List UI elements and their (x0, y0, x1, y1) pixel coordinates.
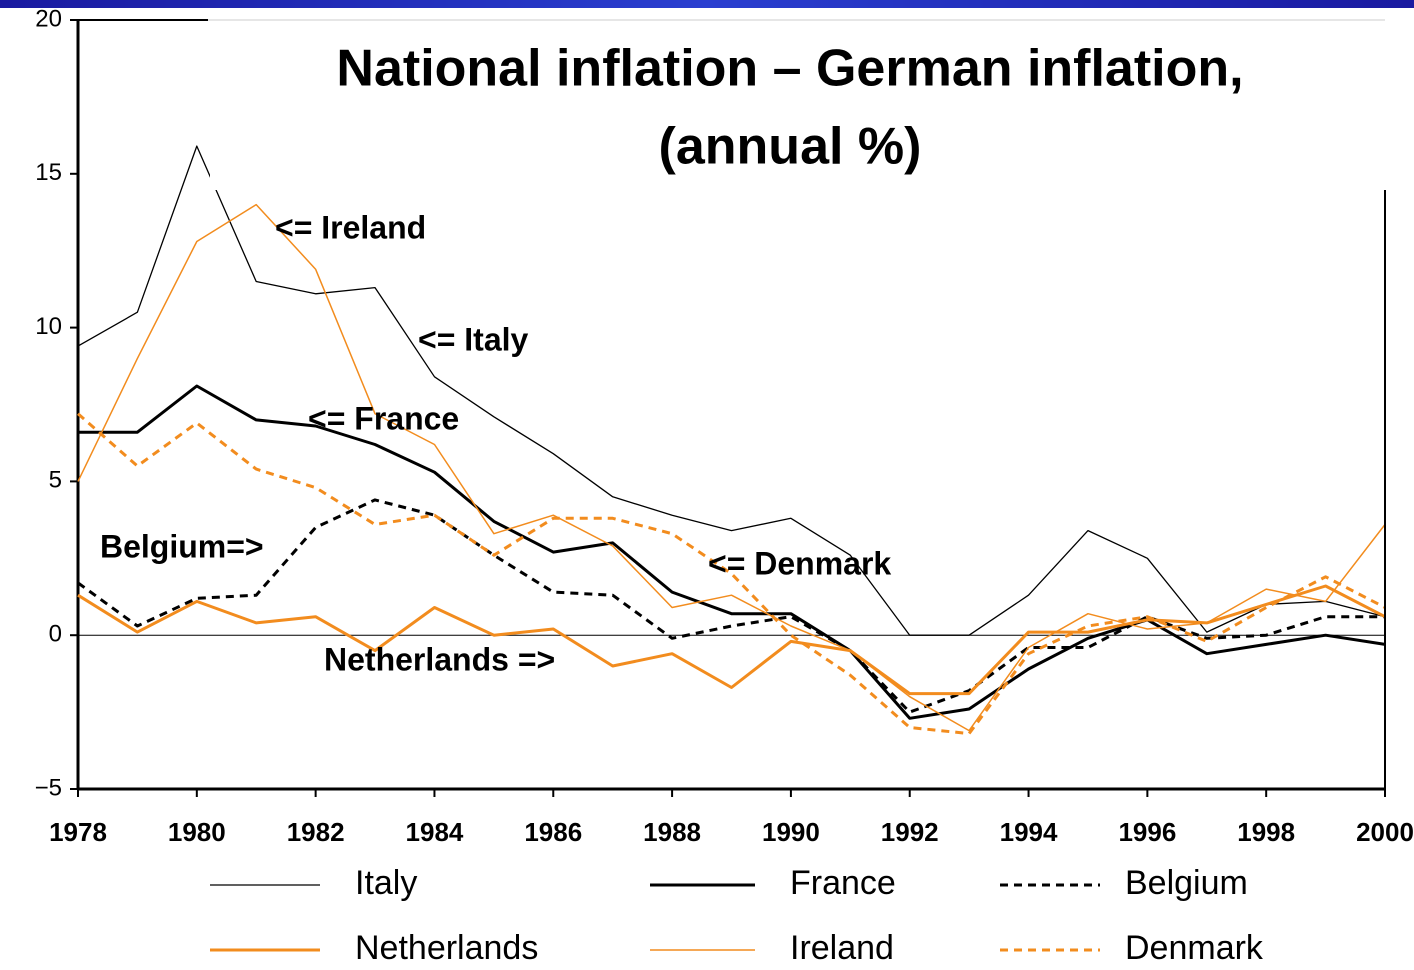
x-tick-label: 1990 (762, 817, 820, 847)
x-tick-label: 1992 (881, 817, 939, 847)
y-tick-label: 20 (35, 5, 62, 32)
x-tick-label: 1988 (643, 817, 701, 847)
legend-label: Ireland (790, 929, 894, 967)
series-line (78, 384, 1386, 720)
labels: −5 0 5 10 15 20 1978 1980 1982 1984 1986 1988 1990 19… (35, 5, 1414, 967)
series-line (77, 203, 1386, 732)
annotation: Netherlands => (324, 641, 555, 677)
annotation: <= France (308, 400, 459, 436)
y-tick-label: 10 (35, 313, 62, 340)
legend-label: Denmark (1125, 929, 1264, 967)
annotation: <= Italy (418, 321, 529, 357)
x-tick-label: 1978 (49, 817, 107, 847)
plot (77, 145, 1386, 736)
series-line (77, 584, 1386, 696)
y-tick-label: −5 (35, 774, 62, 801)
annotation: <= Denmark (708, 545, 891, 581)
title-box (210, 20, 1385, 190)
top-bar (0, 0, 1414, 8)
legend-label: Italy (355, 864, 417, 902)
x-tick-label: 1980 (168, 817, 226, 847)
series-line (77, 145, 1386, 636)
series-line (77, 498, 1385, 714)
x-tick-label: 2000 (1356, 817, 1414, 847)
x-tick-label: 1984 (406, 817, 464, 847)
x-tick-label: 1986 (524, 817, 582, 847)
annotation: <= Ireland (275, 209, 426, 245)
x-tick-label: 1996 (1118, 817, 1176, 847)
legend-label: Netherlands (355, 929, 538, 967)
x-tick-label: 1998 (1237, 817, 1295, 847)
legend-label: France (790, 864, 896, 902)
axes (70, 19, 1386, 797)
y-tick-label: 15 (35, 159, 62, 186)
x-tick-label: 1994 (1000, 817, 1058, 847)
x-tick-label: 1982 (287, 817, 345, 847)
series-line (77, 412, 1386, 736)
chart-title: (annual %) (659, 118, 922, 176)
legend-label: Belgium (1125, 864, 1248, 902)
y-tick-label: 5 (49, 467, 62, 494)
chart-title: National inflation – German inflation, (336, 40, 1243, 98)
y-tick-label: 0 (49, 621, 62, 648)
annotation: Belgium=> (100, 528, 264, 564)
